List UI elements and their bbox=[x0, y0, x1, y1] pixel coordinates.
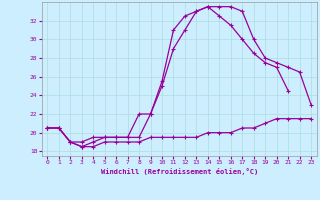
X-axis label: Windchill (Refroidissement éolien,°C): Windchill (Refroidissement éolien,°C) bbox=[100, 168, 258, 175]
